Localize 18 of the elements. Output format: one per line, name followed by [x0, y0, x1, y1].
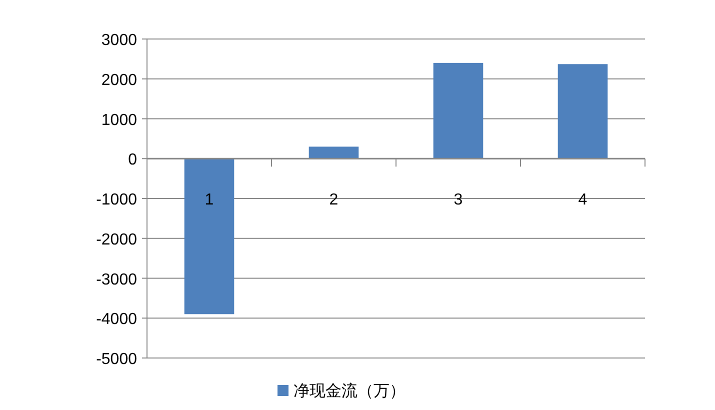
y-tick-label: 2000 [101, 72, 138, 89]
x-tick-label: 2 [329, 192, 338, 209]
y-tick-label: -2000 [96, 231, 138, 248]
y-tick-label: -3000 [96, 271, 138, 288]
y-tick-label: 0 [128, 152, 138, 169]
y-tick-label: 1000 [101, 112, 138, 129]
y-tick-label: 3000 [101, 32, 138, 49]
bar [558, 64, 608, 159]
bar [184, 158, 234, 314]
x-tick-label: 4 [578, 192, 588, 209]
bar [433, 62, 484, 159]
legend-label: 净现金流（万） [294, 381, 406, 400]
x-tick-label: 1 [204, 192, 214, 209]
x-tick-label: 3 [454, 192, 463, 209]
bar [308, 146, 359, 159]
y-tick-label: -4000 [96, 311, 138, 328]
y-tick-label: -5000 [96, 351, 138, 368]
y-tick-label: -1000 [96, 192, 138, 208]
